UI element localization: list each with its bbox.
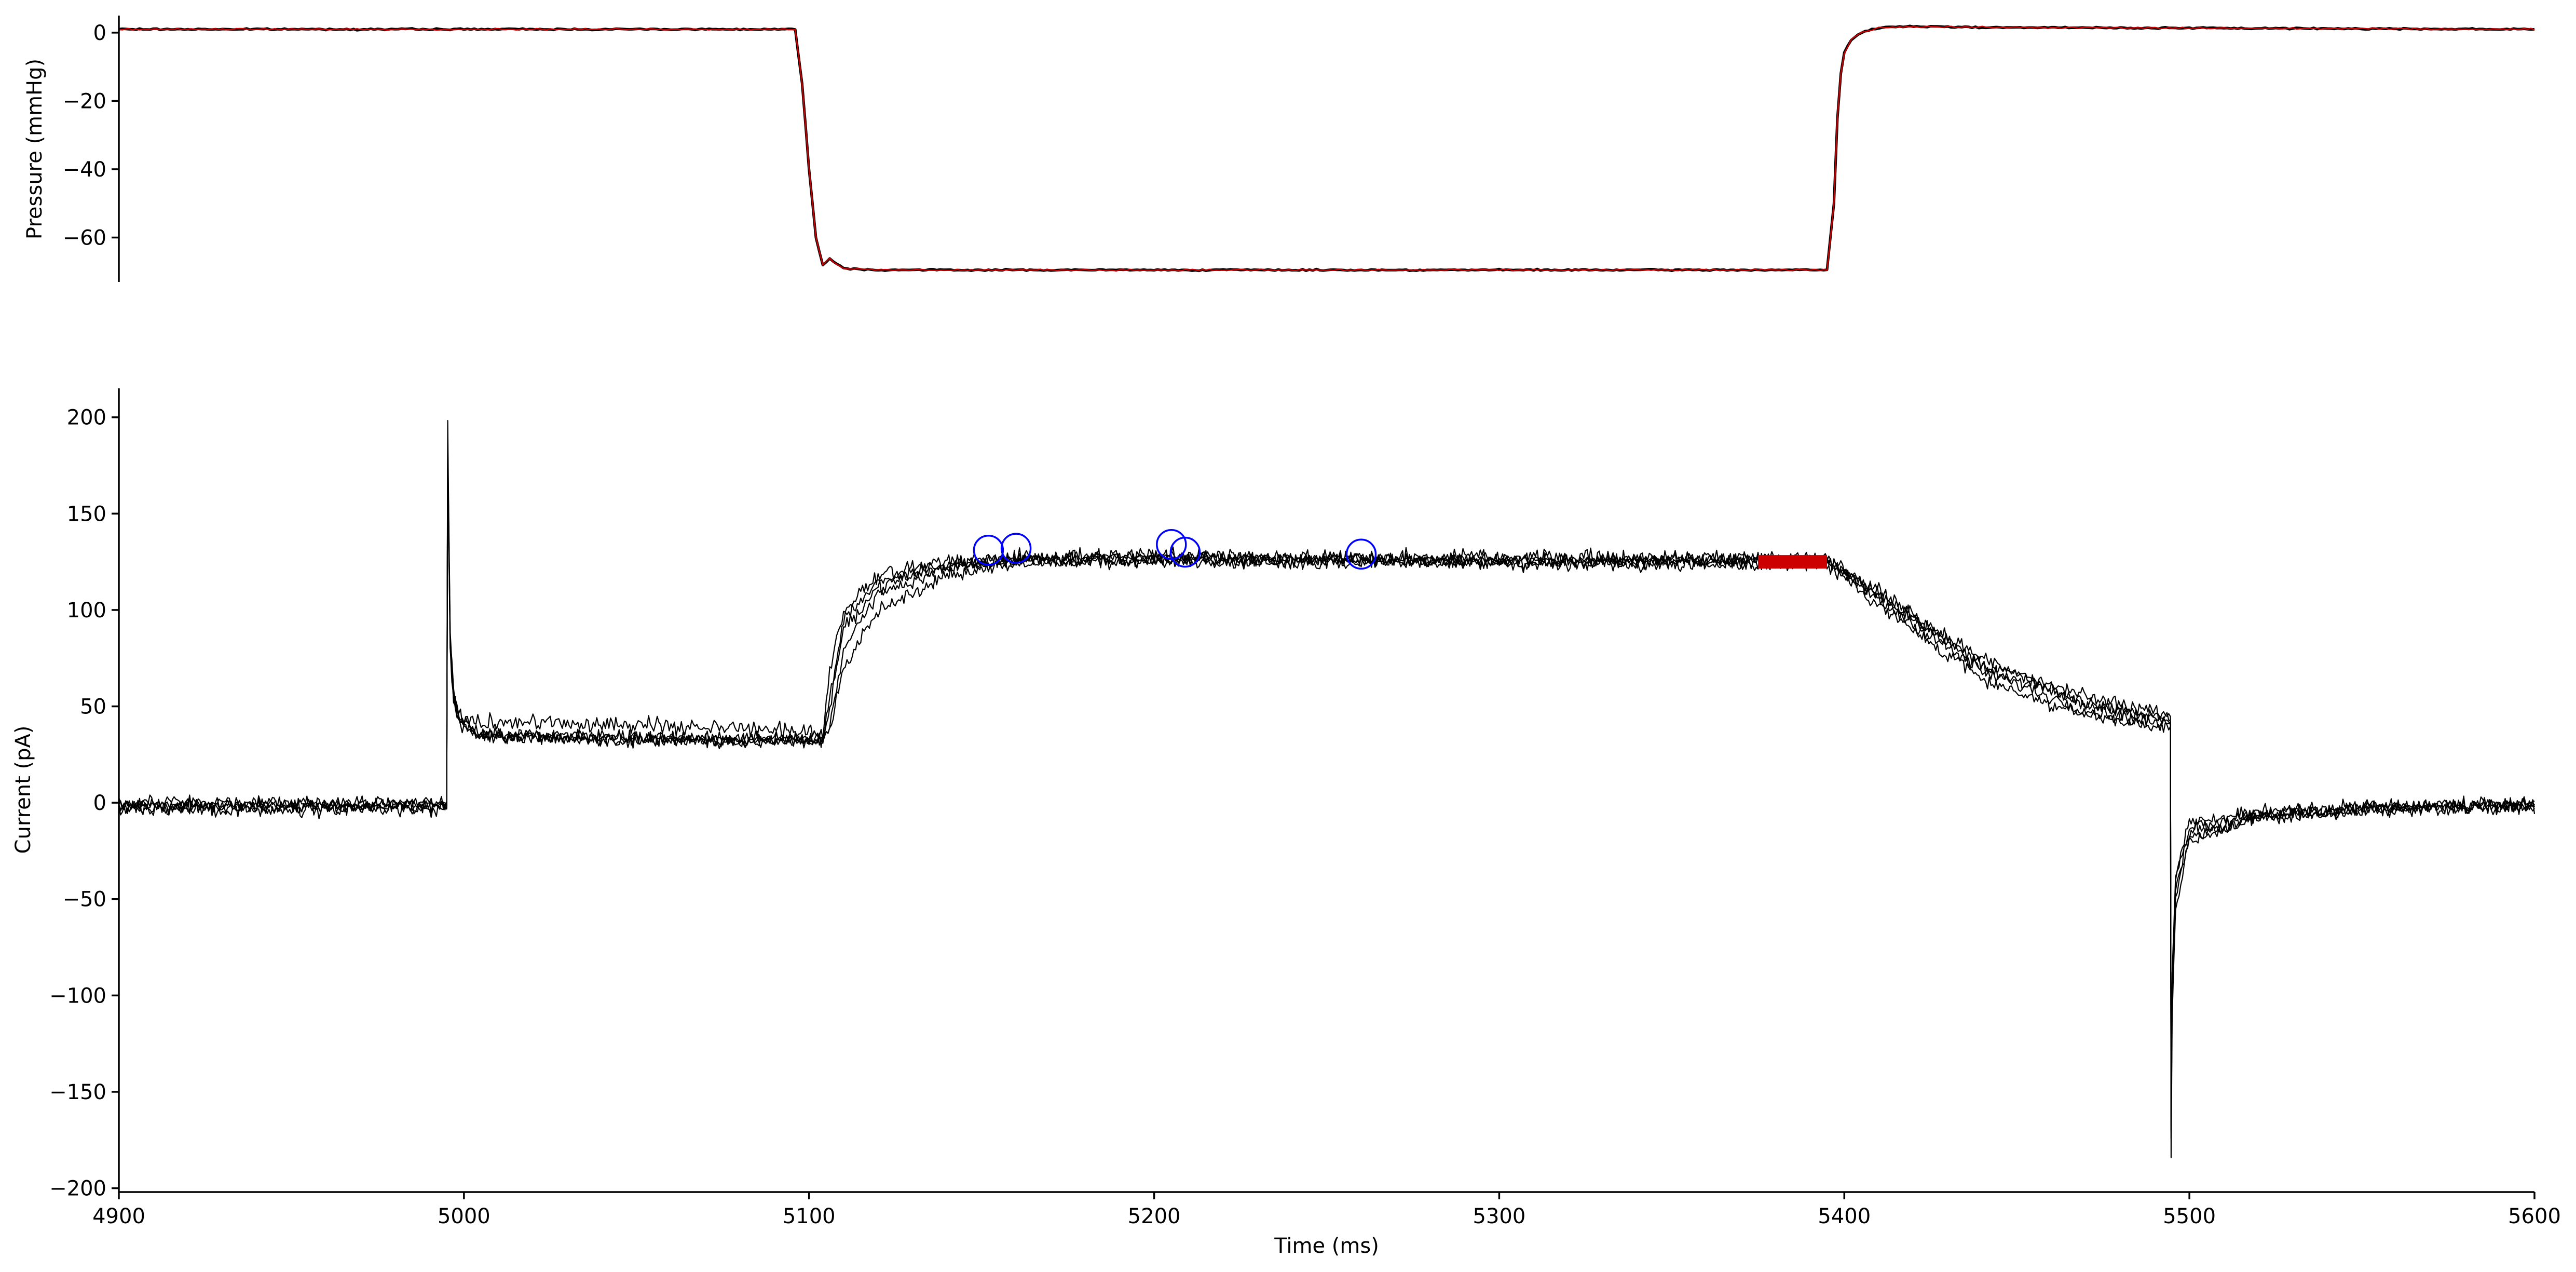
- time-x-ticks: 4900 5000 5100 5200 5300 5400 5500 5600: [92, 1192, 2561, 1228]
- time-x-tick-label: 5600: [2508, 1205, 2561, 1228]
- pressure-y-tick-label: 0: [93, 21, 106, 45]
- peak-marker-circle-2: [1000, 533, 1032, 564]
- current-y-tick-label: −150: [49, 1080, 106, 1104]
- time-x-tick-label: 5100: [783, 1205, 836, 1228]
- current-y-tick-label: 0: [93, 791, 106, 815]
- peak-marker-circle-1: [973, 535, 1004, 566]
- current-y-label: Current (pA): [11, 726, 35, 854]
- time-x-tick-label: 4900: [92, 1205, 145, 1228]
- pressure-y-tick-label: −40: [63, 158, 106, 182]
- pressure-y-tick-label: −60: [63, 226, 106, 250]
- peak-marker-circle-4: [1169, 536, 1201, 568]
- time-x-tick-label: 5500: [2163, 1205, 2216, 1228]
- pressure-y-ticks: 0 −20 −40 −60: [63, 21, 119, 250]
- current-panel: 200 150 100 50 0 −50 −100 −150 −200 4900 5000 5100…: [11, 388, 2561, 1258]
- pressure-y-label: Pressure (mmHg): [23, 59, 47, 239]
- pressure-trace-1: [118, 24, 2535, 273]
- time-x-tick-label: 5400: [1818, 1205, 1871, 1228]
- time-x-tick-label: 5300: [1473, 1205, 1526, 1228]
- time-x-tick-label: 5000: [438, 1205, 490, 1228]
- current-trace-4: [118, 457, 2536, 1120]
- current-trace-5: [118, 453, 2535, 1132]
- current-traces: [118, 420, 2536, 1158]
- pressure-traces: [118, 24, 2535, 273]
- current-markers: [973, 529, 1827, 570]
- time-x-label: Time (ms): [1274, 1234, 1379, 1258]
- current-y-tick-label: 150: [67, 502, 106, 526]
- current-y-tick-label: 100: [67, 599, 106, 623]
- current-trace-1: [118, 420, 2535, 1158]
- current-y-ticks: 200 150 100 50 0 −50 −100 −150 −200: [49, 406, 119, 1201]
- time-x-tick-label: 5200: [1128, 1205, 1181, 1228]
- pressure-y-tick-label: −20: [63, 89, 106, 113]
- peak-marker-circle-5: [1345, 538, 1377, 570]
- pressure-panel: 0 −20 −40 −60 Pressure (mmHg): [23, 16, 2535, 282]
- pressure-trace-2: [118, 25, 2535, 272]
- current-y-tick-label: −200: [49, 1177, 106, 1201]
- current-y-tick-label: 50: [80, 695, 106, 719]
- current-y-tick-label: −50: [63, 888, 106, 912]
- current-y-tick-label: −100: [49, 984, 106, 1008]
- current-y-tick-label: 200: [67, 406, 106, 430]
